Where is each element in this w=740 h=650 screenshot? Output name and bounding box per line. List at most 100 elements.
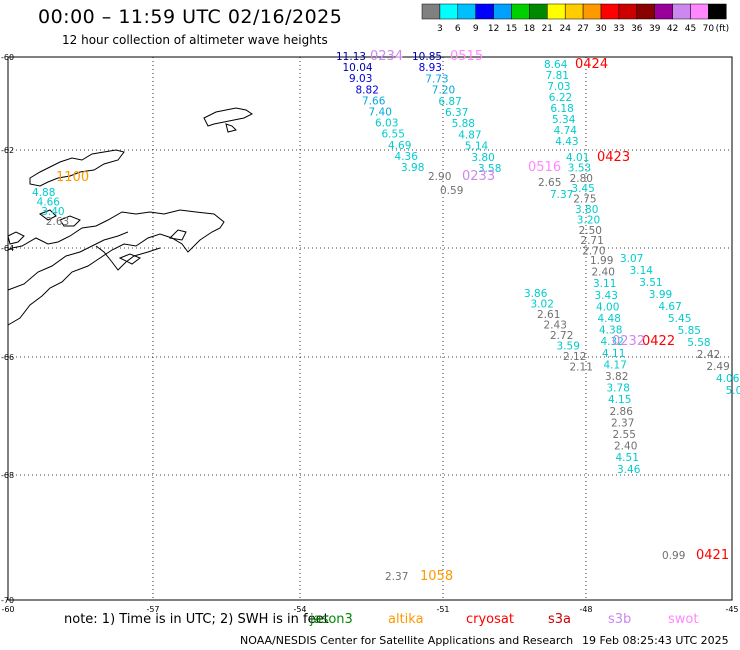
wave-height-value: 3.98 — [401, 162, 424, 174]
figure-subtitle: 12 hour collection of altimeter wave hei… — [62, 33, 328, 47]
wave-height-value: 2.65 — [538, 177, 561, 189]
wave-height-value: 4.88 — [32, 187, 55, 199]
satellite-track: 2.37 1058 — [385, 569, 453, 584]
wave-height-value: 8.64 — [544, 59, 568, 71]
wave-height-value: 3.51 — [639, 277, 662, 289]
wave-height-value: 4.51 — [616, 452, 639, 464]
wave-height-value: 10.04 — [343, 62, 373, 74]
colorbar-tick-label: 6 — [455, 24, 461, 34]
colorbar-tick-label: 15 — [506, 24, 517, 34]
wave-height-value: 9.03 — [349, 73, 372, 85]
wave-height-value: 4.15 — [608, 394, 631, 406]
wave-height-value: 6.22 — [549, 92, 572, 104]
colorbar-swatch — [564, 3, 584, 20]
colorbar-tick-label: 21 — [542, 24, 553, 34]
wave-height-value: 4.38 — [599, 325, 622, 337]
wave-height-value: 5.04 — [726, 385, 740, 397]
satellite-track: 2.657.37 0516 — [528, 160, 573, 201]
pass-time-label: 0515 — [450, 49, 483, 64]
satellite-track: 10.858.937.737.206.876.375.884.875.143.8… — [412, 49, 501, 175]
colorbar-unit: (ft) — [716, 24, 730, 34]
colorbar-tick-label: 24 — [559, 24, 571, 34]
satellite-track: 4.884.663.402.63 1100 — [32, 170, 89, 228]
wave-height-value: 0.59 — [440, 185, 463, 197]
wave-height-value: 2.43 — [544, 320, 567, 332]
pass-time-label: 0516 — [528, 160, 561, 175]
wave-height-value: 7.37 — [550, 189, 573, 201]
wave-height-value: 6.87 — [438, 96, 461, 108]
wave-height-value: 3.20 — [577, 214, 600, 226]
wave-height-value: 2.63 — [46, 216, 69, 228]
wave-height-value: 7.03 — [547, 81, 570, 93]
colorbar-swatch — [618, 3, 638, 20]
colorbar-tick-label: 12 — [488, 24, 499, 34]
satellite-track: 3.073.143.513.994.675.455.855.582.422.49… — [620, 253, 740, 397]
colorbar-swatch — [439, 3, 459, 20]
wave-height-value: 4.17 — [604, 359, 627, 371]
wave-height-value: 2.49 — [706, 361, 729, 373]
latitude-label: -70 — [1, 596, 14, 605]
colorbar-tick-label: 70 — [703, 24, 715, 34]
pass-time-label: 0234 — [370, 49, 403, 64]
satellite-track: 11.1310.049.038.827.667.406.036.554.694.… — [336, 49, 424, 174]
wave-height-value: 2.80 — [570, 173, 593, 185]
colorbar-swatch — [654, 3, 673, 20]
longitude-label: -57 — [146, 605, 159, 614]
colorbar-swatch — [672, 3, 691, 20]
wave-height-value: 3.53 — [568, 162, 591, 174]
wave-height-value: 4.69 — [388, 140, 411, 152]
wave-height-value: 3.80 — [471, 152, 494, 164]
wave-height-value: 3.86 — [524, 288, 548, 300]
wave-height-value: 7.20 — [432, 85, 455, 97]
wave-height-value: 6.18 — [550, 103, 573, 115]
wave-height-value: 2.90 — [428, 171, 451, 183]
wave-height-value: 2.72 — [550, 330, 573, 342]
wave-height-value: 3.99 — [649, 289, 672, 301]
wave-height-value: 4.74 — [554, 125, 578, 137]
wave-height-value: 6.03 — [375, 118, 398, 130]
wave-height-value: 7.81 — [546, 70, 569, 82]
mission-label-s3a: s3a — [548, 612, 572, 627]
colorbar-tick-label: 36 — [631, 24, 643, 34]
wave-height-value: 4.00 — [596, 301, 619, 313]
mission-label-swot: swot — [668, 612, 699, 627]
wave-height-value: 6.37 — [445, 107, 468, 119]
wave-height-value: 5.88 — [452, 118, 475, 130]
wave-height-value: 2.40 — [592, 267, 615, 279]
wave-height-value: 4.36 — [395, 151, 419, 163]
wave-height-value: 5.34 — [552, 114, 576, 126]
satellite-track: 0.99 0421 — [662, 548, 729, 563]
pass-time-label: 0423 — [597, 150, 630, 165]
wave-height-value: 4.06 — [716, 373, 740, 385]
colorbar-tick-label: 3 — [437, 24, 443, 34]
wave-height-value: 1.99 — [590, 255, 613, 267]
wave-height-value: 8.82 — [356, 84, 379, 96]
colorbar-swatch — [708, 3, 727, 20]
colorbar-tick-label: 27 — [577, 24, 588, 34]
latitude-label: -62 — [1, 146, 14, 155]
colorbar-tick-label: 33 — [613, 24, 624, 34]
wave-height-value: 5.45 — [668, 313, 691, 325]
wave-height-value: 2.55 — [613, 429, 636, 441]
wave-height-value: 3.02 — [531, 299, 554, 311]
footer-note: note: 1) Time is in UTC; 2) SWH is in fe… — [64, 612, 329, 627]
colorbar-swatch — [529, 3, 548, 20]
wave-height-value: 3.78 — [607, 383, 630, 395]
wave-height-value: 4.48 — [598, 313, 621, 325]
wave-height-value: 2.37 — [611, 417, 634, 429]
longitude-label: -48 — [579, 605, 592, 614]
colorbar-tick-label: 30 — [595, 24, 607, 34]
graticule-lines: -60-62-64-66-68-70-60 -57 -54 -51 -48 -45 — [1, 53, 739, 614]
colorbar-swatch — [457, 3, 476, 20]
pass-time-label: 0424 — [575, 57, 608, 72]
wave-height-value: 4.43 — [555, 136, 578, 148]
wave-height-value: 3.58 — [478, 163, 501, 175]
wave-height-value: 7.73 — [425, 73, 448, 85]
pass-time-label: 1058 — [420, 569, 453, 584]
colorbar-swatch — [421, 3, 441, 20]
map-frame — [7, 56, 733, 601]
wave-height-value: 2.11 — [570, 362, 593, 374]
colorbar-swatch — [547, 3, 566, 20]
